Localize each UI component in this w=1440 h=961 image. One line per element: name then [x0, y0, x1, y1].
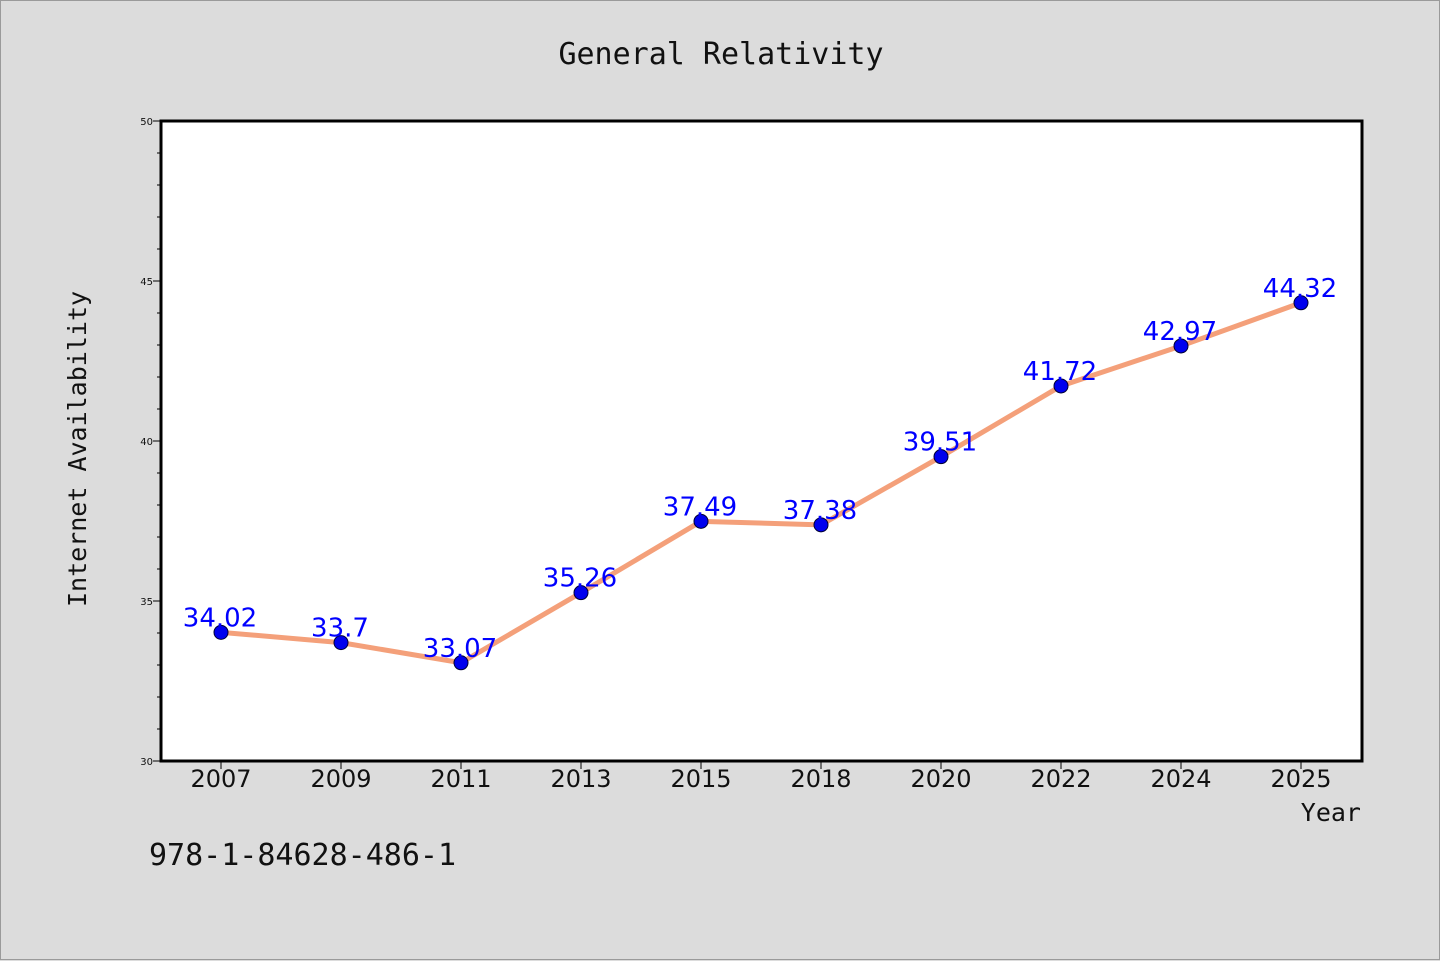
data-label: 33.07 [423, 634, 497, 664]
data-point [933, 449, 949, 465]
data-label: 35.26 [543, 564, 617, 594]
data-label: 41.72 [1023, 357, 1097, 387]
x-axis-title: Year [1301, 798, 1361, 827]
data-point [1053, 378, 1069, 394]
data-point [693, 513, 709, 529]
isbn-code: 978-1-84628-486-1 [149, 838, 456, 873]
y-tick-label: 40 [140, 437, 153, 448]
data-point [453, 655, 469, 671]
data-label: 37.49 [663, 492, 737, 522]
chart-title: General Relativity [558, 37, 883, 72]
data-label: 42.97 [1143, 317, 1217, 347]
data-labels: 34.02 33.7 33.07 35.26 37.49 37.38 39.51 41.72 4… [183, 274, 1337, 664]
series-line [218, 300, 1304, 666]
data-label: 34.02 [183, 603, 257, 633]
data-point [813, 517, 829, 533]
data-point [213, 624, 229, 640]
data-point [333, 635, 349, 651]
x-tick-label: 2011 [430, 765, 491, 793]
data-label: 33.7 [311, 614, 369, 644]
y-tick-label: 30 [140, 757, 153, 768]
data-label: 39.51 [903, 428, 977, 458]
x-tick-label: 2015 [670, 765, 731, 793]
data-label: 44.32 [1263, 274, 1337, 304]
y-tick-label: 50 [140, 117, 153, 128]
x-tick-label: 2020 [910, 765, 971, 793]
x-tick-label: 2013 [550, 765, 611, 793]
data-point [573, 585, 589, 601]
y-tick-label: 35 [140, 597, 153, 608]
x-tick-label: 2022 [1030, 765, 1091, 793]
plot-area [159, 119, 1364, 763]
data-point [1293, 295, 1309, 311]
y-axis-title: Internet Availability [63, 291, 92, 607]
x-tick-label: 2009 [310, 765, 371, 793]
data-label: 37.38 [783, 496, 857, 526]
x-axis: 2007 2009 2011 2013 2015 2018 2020 2022 2024 2025 [190, 761, 1332, 793]
y-tick-label: 45 [140, 277, 153, 288]
data-point [1173, 338, 1189, 354]
series-layer [213, 295, 1309, 671]
y-axis: 30 35 40 45 50 [140, 117, 161, 768]
x-tick-label: 2007 [190, 765, 251, 793]
x-tick-label: 2025 [1270, 765, 1331, 793]
x-tick-label: 2024 [1150, 765, 1211, 793]
x-tick-label: 2018 [790, 765, 851, 793]
